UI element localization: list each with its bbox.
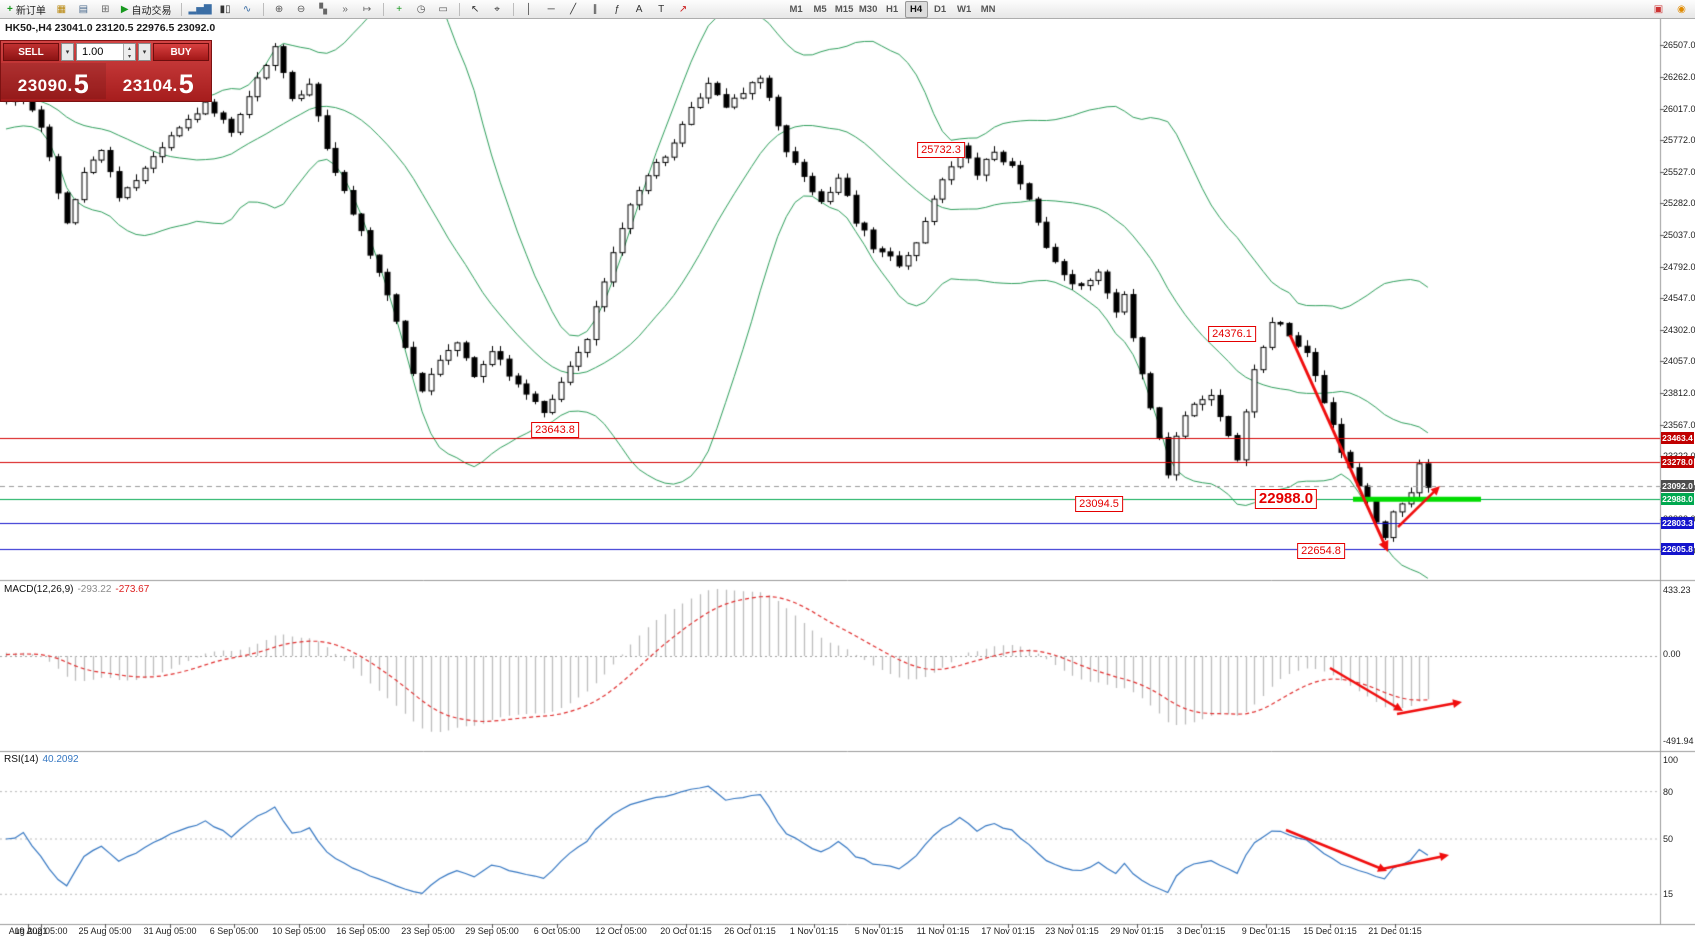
alert-icon[interactable]: ◉ [1677, 3, 1686, 15]
buy-price-main: 23104. [122, 76, 178, 95]
toolbar-separator [262, 2, 264, 16]
volume-spinner: ▴ ▾ [123, 44, 135, 60]
arrows-icon[interactable]: ↗ [678, 3, 688, 15]
timeframe-m5[interactable]: M5 [813, 3, 827, 15]
buy-price[interactable]: 23104. 5 [106, 63, 211, 99]
indicators-add-icon[interactable]: + [396, 3, 403, 15]
volume-up-button[interactable]: ▴ [124, 44, 135, 52]
vline-icon[interactable]: │ [526, 3, 533, 15]
new-order-button-label: 新订单 [15, 5, 46, 17]
timeframe-h4[interactable]: H4 [904, 0, 928, 18]
candlestick-chart-icon[interactable]: ▮▯ [219, 3, 231, 15]
timeframe-h1[interactable]: H1 [886, 3, 899, 15]
buy-dropdown[interactable]: ▾ [138, 43, 151, 61]
auto-trading-button-label: 自动交易 [131, 5, 172, 17]
one-click-prices: 23090. 5 23104. 5 [1, 63, 211, 99]
toolbar-separator [382, 2, 384, 16]
trendline-icon[interactable]: ╱ [570, 3, 577, 15]
one-click-trading-panel: SELL ▾ 1.00 ▴ ▾ ▾ BUY 23090. 5 23104. 5 [0, 40, 212, 102]
tile-windows-icon[interactable]: ▚ [319, 3, 327, 15]
buy-price-big-digit: 5 [178, 69, 195, 99]
sell-price[interactable]: 23090. 5 [1, 63, 106, 99]
hline-icon[interactable]: ─ [547, 3, 555, 15]
cursor-icon[interactable]: ↖ [470, 3, 480, 15]
one-click-controls: SELL ▾ 1.00 ▴ ▾ ▾ BUY [1, 41, 211, 63]
new-order-icon: + [7, 3, 13, 15]
crosshair-icon[interactable]: ⌖ [494, 3, 500, 15]
timeframe-group: M1 M5 M15 M30 H1 H4 D1 W1 MN [785, 0, 1000, 18]
volume-value: 1.00 [82, 46, 104, 58]
label-icon[interactable]: T [658, 3, 665, 15]
auto-scroll-icon[interactable]: » [342, 3, 348, 15]
line-chart-icon[interactable]: ∿ [242, 3, 252, 15]
terminal-icon[interactable]: ⊞ [101, 3, 110, 15]
toolbar-right-group: ▣ ◉ [1648, 2, 1692, 17]
new-order-button[interactable]: + 新订单 [3, 2, 50, 17]
zoom-out-icon[interactable]: ⊖ [296, 3, 306, 15]
text-icon[interactable]: A [635, 3, 643, 15]
timeframe-mn[interactable]: MN [980, 3, 996, 15]
sell-button[interactable]: SELL [3, 43, 59, 61]
volume-down-button[interactable]: ▾ [124, 52, 135, 60]
timeframe-m1[interactable]: M1 [789, 3, 803, 15]
charts-window-icon[interactable]: ▦ [56, 3, 67, 15]
fibonacci-icon[interactable]: ƒ [614, 3, 620, 15]
toolbar-separator [512, 2, 514, 16]
sell-price-main: 23090. [17, 76, 73, 95]
sell-dropdown[interactable]: ▾ [61, 43, 74, 61]
timeframe-m15[interactable]: M15 [834, 3, 854, 15]
auto-trading-icon: ▶ [120, 3, 129, 15]
bar-chart-icon[interactable]: ▂▅▇ [188, 3, 212, 15]
sell-price-big-digit: 5 [73, 69, 90, 99]
periods-icon[interactable]: ◷ [416, 3, 426, 15]
buy-button[interactable]: BUY [153, 43, 209, 61]
toolbar-separator [180, 2, 182, 16]
templates-icon[interactable]: ▭ [438, 3, 448, 15]
timeframe-w1[interactable]: W1 [957, 3, 972, 15]
timeframe-m30[interactable]: M30 [858, 3, 878, 15]
zoom-in-icon[interactable]: ⊕ [274, 3, 284, 15]
news-icon[interactable]: ▣ [1653, 3, 1664, 15]
toolbar-separator [458, 2, 460, 16]
profiles-icon[interactable]: ▤ [78, 3, 89, 15]
chart-shift-icon[interactable]: ↦ [362, 3, 372, 15]
volume-input[interactable]: 1.00 ▴ ▾ [76, 43, 136, 61]
channel-icon[interactable]: ∥ [592, 3, 598, 15]
main-toolbar: + 新订单 ▦ ▤ ⊞ ▶ 自动交易 ▂▅▇ ▮▯ ∿ ⊕ ⊖ ▚» ↦ + ◷ ▭ ↖ ⌖ │ ─ ╱ ∥ ƒ A T ↗ M1 M5… [0, 0, 1695, 19]
timeframe-d1[interactable]: D1 [934, 3, 947, 15]
auto-trading-button[interactable]: ▶ 自动交易 [117, 2, 176, 17]
